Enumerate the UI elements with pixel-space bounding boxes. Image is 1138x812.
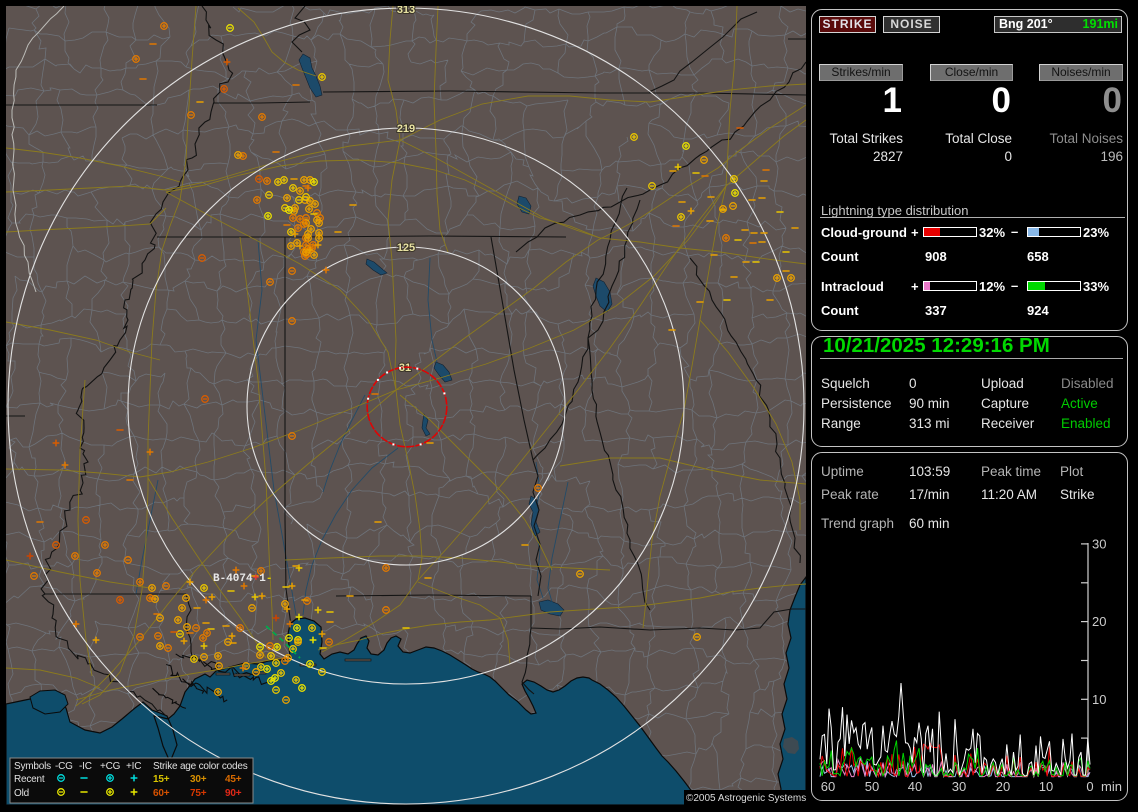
svg-text:©2005 Astrogenic Systems: ©2005 Astrogenic Systems — [686, 793, 806, 804]
svg-text:50: 50 — [865, 779, 879, 794]
svg-text:+IC: +IC — [126, 761, 141, 772]
svg-text:30: 30 — [952, 779, 966, 794]
svg-text:60+: 60+ — [153, 788, 170, 799]
svg-text:Symbols: Symbols — [14, 761, 51, 772]
svg-text:90+: 90+ — [225, 788, 242, 799]
svg-text:Strike age color codes: Strike age color codes — [153, 761, 248, 772]
svg-text:20: 20 — [996, 779, 1010, 794]
svg-text:40: 40 — [908, 779, 922, 794]
svg-text:125: 125 — [397, 242, 415, 254]
svg-text:75+: 75+ — [190, 788, 207, 799]
svg-text:Recent: Recent — [14, 774, 45, 785]
svg-text:Old: Old — [14, 788, 29, 799]
svg-text:10: 10 — [1039, 779, 1053, 794]
svg-text:15+: 15+ — [153, 774, 170, 785]
svg-text:313: 313 — [397, 4, 415, 16]
svg-text:30+: 30+ — [190, 774, 207, 785]
svg-text:+CG: +CG — [100, 761, 121, 772]
svg-text:-CG: -CG — [55, 761, 73, 772]
svg-text:0: 0 — [1086, 779, 1093, 794]
svg-text:B-4074+1-: B-4074+1- — [213, 573, 272, 585]
svg-text:min: min — [1101, 779, 1122, 794]
svg-text:-IC: -IC — [79, 761, 92, 772]
svg-text:30: 30 — [1092, 536, 1106, 551]
svg-text:219: 219 — [397, 123, 415, 135]
svg-text:20: 20 — [1092, 614, 1106, 629]
svg-text:45+: 45+ — [225, 774, 242, 785]
svg-text:10: 10 — [1092, 692, 1106, 707]
svg-text:60: 60 — [821, 779, 835, 794]
